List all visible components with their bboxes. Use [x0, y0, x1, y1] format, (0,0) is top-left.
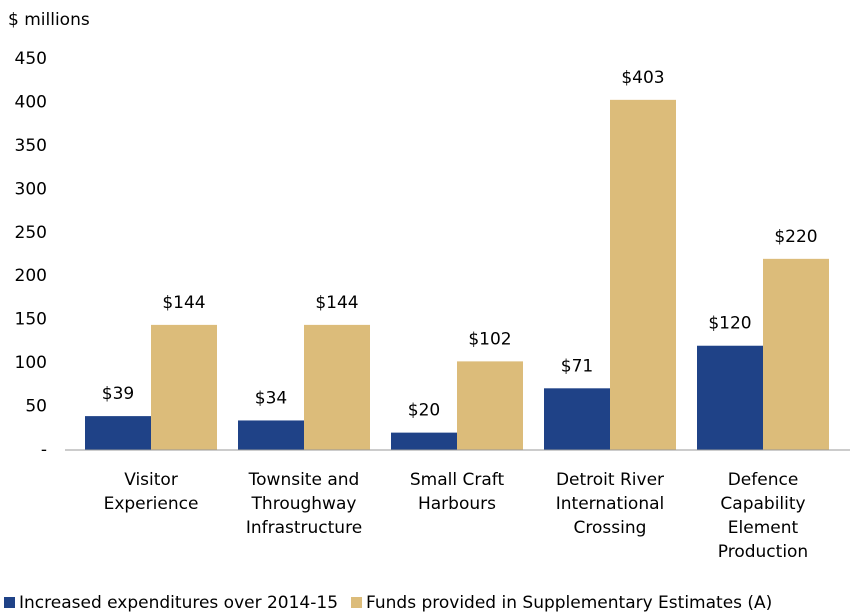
bar: [610, 99, 676, 451]
data-label: $34: [255, 388, 287, 408]
y-tick-label: 400: [15, 92, 47, 112]
bar: [85, 416, 151, 450]
y-tick-label: 50: [25, 397, 47, 417]
y-tick-label: 450: [15, 49, 47, 69]
bar: [697, 345, 763, 450]
bar: [763, 258, 829, 450]
y-tick-label: 350: [15, 136, 47, 156]
y-tick-label: 150: [15, 310, 47, 330]
data-label: $144: [315, 293, 358, 313]
legend-label: Funds provided in Supplementary Estimate…: [366, 593, 772, 613]
data-label: $403: [621, 68, 664, 88]
x-tick-label: Townsite and Throughway Infrastructure: [246, 470, 362, 538]
data-label: $120: [708, 314, 751, 334]
y-axis-label: $ millions: [8, 10, 90, 30]
legend-label: Increased expenditures over 2014-15: [19, 593, 338, 613]
legend-swatch: [351, 597, 363, 608]
bar: [544, 388, 610, 450]
x-tick-label: Visitor Experience: [104, 470, 199, 514]
data-label: $71: [561, 356, 593, 376]
y-tick-label: 200: [15, 266, 47, 286]
y-tick-label: 300: [15, 179, 47, 199]
data-label: $102: [468, 329, 511, 349]
legend-swatch: [4, 597, 15, 608]
y-tick-label: 100: [15, 353, 47, 373]
data-label: $20: [408, 401, 440, 421]
x-tick-label: Defence Capability Element Production: [718, 470, 808, 562]
data-label: $220: [774, 227, 817, 247]
y-tick-label: -: [41, 440, 47, 460]
x-tick-label: Small Craft Harbours: [410, 470, 505, 514]
bar: [238, 420, 304, 450]
data-label: $39: [102, 384, 134, 404]
x-tick-label: Detroit River International Crossing: [556, 470, 665, 538]
data-label: $144: [162, 293, 205, 313]
y-tick-label: 250: [15, 223, 47, 243]
bar: [391, 432, 457, 450]
bar: [304, 324, 370, 450]
bar: [457, 361, 523, 450]
bar: [151, 324, 217, 450]
